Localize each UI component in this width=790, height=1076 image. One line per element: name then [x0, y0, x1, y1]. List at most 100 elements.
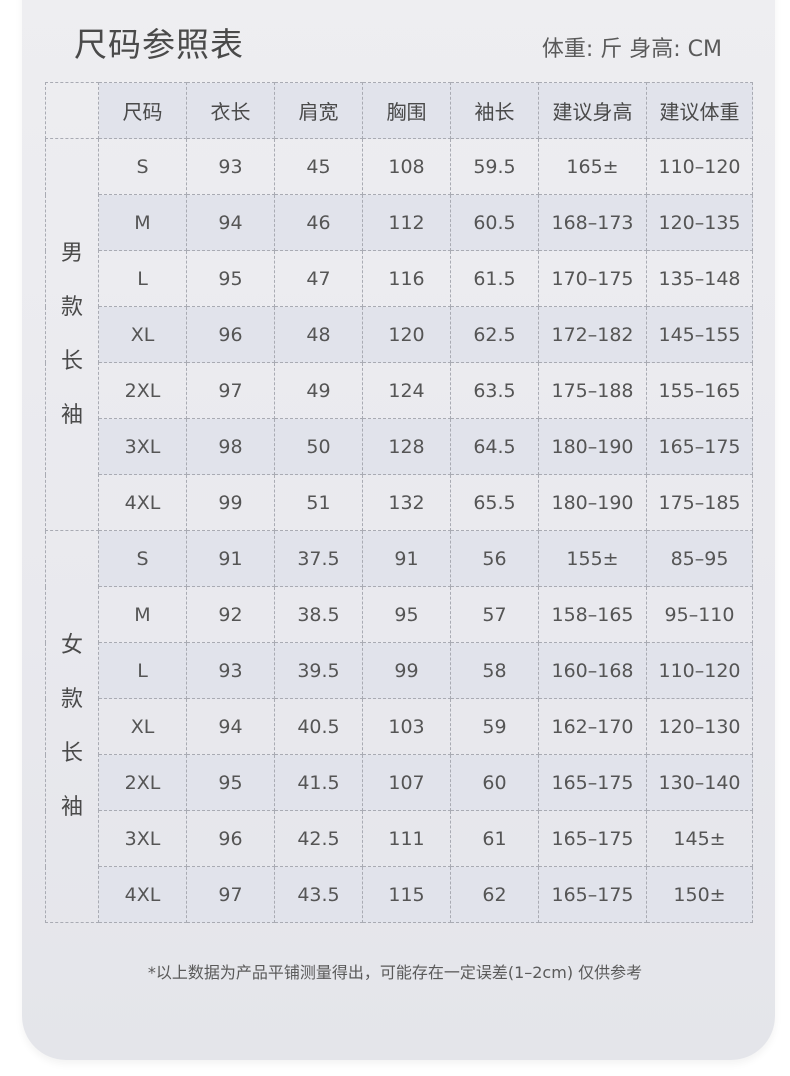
value-cell: 107 — [362, 754, 451, 811]
value-cell: 115 — [362, 866, 451, 923]
value-cell: 47 — [274, 250, 363, 307]
value-cell: 155–165 — [646, 362, 753, 419]
value-cell: 91 — [186, 530, 275, 587]
group-label-char: 款 — [60, 294, 83, 320]
value-cell: 48 — [274, 306, 363, 363]
size-cell: S — [98, 138, 187, 195]
value-cell: 65.5 — [450, 474, 539, 531]
value-cell: 128 — [362, 418, 451, 475]
column-header: 衣长 — [186, 82, 275, 139]
value-cell: 108 — [362, 138, 451, 195]
value-cell: 95 — [362, 586, 451, 643]
table-row: L 93 39.5 99 58 160–168 110–120 — [46, 642, 753, 699]
table-row: 3XL 96 42.5 111 61 165–175 145± — [46, 810, 753, 867]
size-cell: 4XL — [98, 474, 187, 531]
value-cell: 61.5 — [450, 250, 539, 307]
value-cell: 38.5 — [274, 586, 363, 643]
value-cell: 175–185 — [646, 474, 753, 531]
value-cell: 97 — [186, 362, 275, 419]
value-cell: 51 — [274, 474, 363, 531]
value-cell: 58 — [450, 642, 539, 699]
value-cell: 165± — [538, 138, 647, 195]
page-title: 尺码参照表 — [74, 25, 244, 64]
table-row: 2XL 97 49 124 63.5 175–188 155–165 — [46, 362, 753, 419]
value-cell: 95 — [186, 250, 275, 307]
value-cell: 112 — [362, 194, 451, 251]
value-cell: 165–175 — [538, 810, 647, 867]
value-cell: 110–120 — [646, 642, 753, 699]
value-cell: 56 — [450, 530, 539, 587]
table-row: 男款长袖 S 93 45 108 59.5 165± 110–120 — [45, 138, 753, 531]
value-cell: 165–175 — [538, 754, 647, 811]
value-cell: 63.5 — [450, 362, 539, 419]
group-label-char: 款 — [60, 686, 83, 712]
value-cell: 165–175 — [538, 866, 647, 923]
value-cell: 50 — [274, 418, 363, 475]
value-cell: 62 — [450, 866, 539, 923]
value-cell: 99 — [362, 642, 451, 699]
value-cell: 170–175 — [538, 250, 647, 307]
value-cell: 130–140 — [646, 754, 753, 811]
value-cell: 59 — [450, 698, 539, 755]
table-row: M 94 46 112 60.5 168–173 120–135 — [46, 194, 753, 251]
table-row: M 92 38.5 95 57 158–165 95–110 — [46, 586, 753, 643]
value-cell: 45 — [274, 138, 363, 195]
group-label-char: 袖 — [60, 402, 83, 428]
value-cell: 60.5 — [450, 194, 539, 251]
header-row: 尺码 衣长 肩宽 胸围 袖长 建议身高 建议体重 — [45, 82, 753, 139]
value-cell: 145± — [646, 810, 753, 867]
value-cell: 85–95 — [646, 530, 753, 587]
size-cell: XL — [98, 306, 187, 363]
group-label-men: 男款长袖 — [45, 138, 99, 531]
value-cell: 62.5 — [450, 306, 539, 363]
value-cell: 98 — [186, 418, 275, 475]
value-cell: 95–110 — [646, 586, 753, 643]
column-header: 建议体重 — [646, 82, 753, 139]
value-cell: 92 — [186, 586, 275, 643]
value-cell: 94 — [186, 194, 275, 251]
column-header: 胸围 — [362, 82, 451, 139]
value-cell: 150± — [646, 866, 753, 923]
value-cell: 96 — [186, 306, 275, 363]
value-cell: 180–190 — [538, 418, 647, 475]
size-cell: 2XL — [98, 362, 187, 419]
group-label-char: 袖 — [60, 794, 83, 820]
value-cell: 168–173 — [538, 194, 647, 251]
value-cell: 60 — [450, 754, 539, 811]
value-cell: 97 — [186, 866, 275, 923]
value-cell: 57 — [450, 586, 539, 643]
value-cell: 49 — [274, 362, 363, 419]
value-cell: 120–135 — [646, 194, 753, 251]
value-cell: 160–168 — [538, 642, 647, 699]
value-cell: 110–120 — [646, 138, 753, 195]
table-row: 4XL 97 43.5 115 62 165–175 150± — [46, 866, 753, 923]
value-cell: 41.5 — [274, 754, 363, 811]
value-cell: 180–190 — [538, 474, 647, 531]
value-cell: 46 — [274, 194, 363, 251]
value-cell: 43.5 — [274, 866, 363, 923]
value-cell: 135–148 — [646, 250, 753, 307]
value-cell: 40.5 — [274, 698, 363, 755]
size-cell: XL — [98, 698, 187, 755]
size-cell: M — [98, 194, 187, 251]
value-cell: 91 — [362, 530, 451, 587]
value-cell: 132 — [362, 474, 451, 531]
value-cell: 96 — [186, 810, 275, 867]
size-cell: 2XL — [98, 754, 187, 811]
value-cell: 175–188 — [538, 362, 647, 419]
value-cell: 145–155 — [646, 306, 753, 363]
value-cell: 93 — [186, 138, 275, 195]
value-cell: 61 — [450, 810, 539, 867]
value-cell: 124 — [362, 362, 451, 419]
value-cell: 94 — [186, 698, 275, 755]
value-cell: 37.5 — [274, 530, 363, 587]
table-row: 3XL 98 50 128 64.5 180–190 165–175 — [46, 418, 753, 475]
column-header: 肩宽 — [274, 82, 363, 139]
units-legend: 体重: 斤 身高: CM — [541, 37, 722, 62]
value-cell: 120–130 — [646, 698, 753, 755]
table-row: 4XL 99 51 132 65.5 180–190 175–185 — [46, 474, 753, 531]
size-cell: S — [98, 530, 187, 587]
value-cell: 120 — [362, 306, 451, 363]
value-cell: 59.5 — [450, 138, 539, 195]
value-cell: 99 — [186, 474, 275, 531]
